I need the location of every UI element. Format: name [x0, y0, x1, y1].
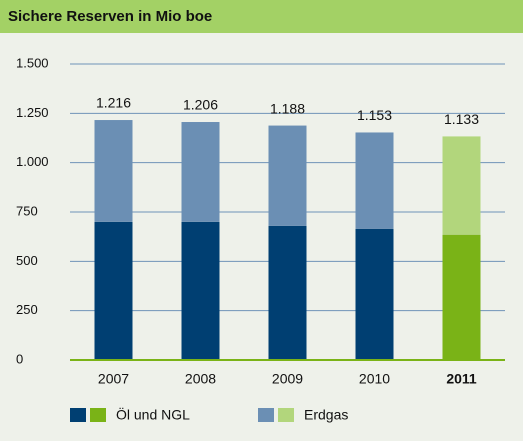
- y-tick-label: 500: [16, 253, 38, 268]
- legend-label: Erdgas: [304, 407, 348, 423]
- y-tick-label: 0: [16, 351, 23, 366]
- bar-segment: [181, 122, 220, 222]
- y-tick-label: 1.000: [16, 154, 49, 169]
- y-tick-label: 750: [16, 203, 38, 218]
- bar-segment: [442, 136, 481, 235]
- total-label: 1.188: [270, 100, 305, 116]
- legend-swatch: [70, 408, 86, 422]
- bar-segment: [268, 125, 307, 226]
- y-tick-label: 1.500: [16, 55, 49, 70]
- x-tick-label: 2007: [98, 371, 129, 387]
- bar-segment: [355, 132, 394, 229]
- chart-title: Sichere Reserven in Mio boe: [8, 8, 212, 25]
- total-label: 1.133: [444, 111, 479, 127]
- legend-swatch: [258, 408, 274, 422]
- x-tick-label: 2011: [446, 371, 477, 387]
- total-label: 1.206: [183, 97, 218, 113]
- header: [0, 0, 523, 33]
- legend-swatch: [278, 408, 294, 422]
- bar-segment: [355, 228, 394, 360]
- bar-segment: [94, 120, 133, 222]
- x-tick-label: 2010: [359, 371, 390, 387]
- y-tick-label: 1.250: [16, 105, 49, 120]
- bar-segment: [94, 221, 133, 360]
- x-tick-label: 2008: [185, 371, 216, 387]
- total-label: 1.153: [357, 107, 392, 123]
- x-tick-label: 2009: [272, 371, 303, 387]
- bar-segment: [268, 225, 307, 360]
- bar-segment: [442, 234, 481, 360]
- legend-swatch: [90, 408, 106, 422]
- total-label: 1.216: [96, 95, 131, 111]
- legend-label: Öl und NGL: [116, 406, 190, 423]
- y-tick-label: 250: [16, 302, 38, 317]
- bar-segment: [181, 221, 220, 360]
